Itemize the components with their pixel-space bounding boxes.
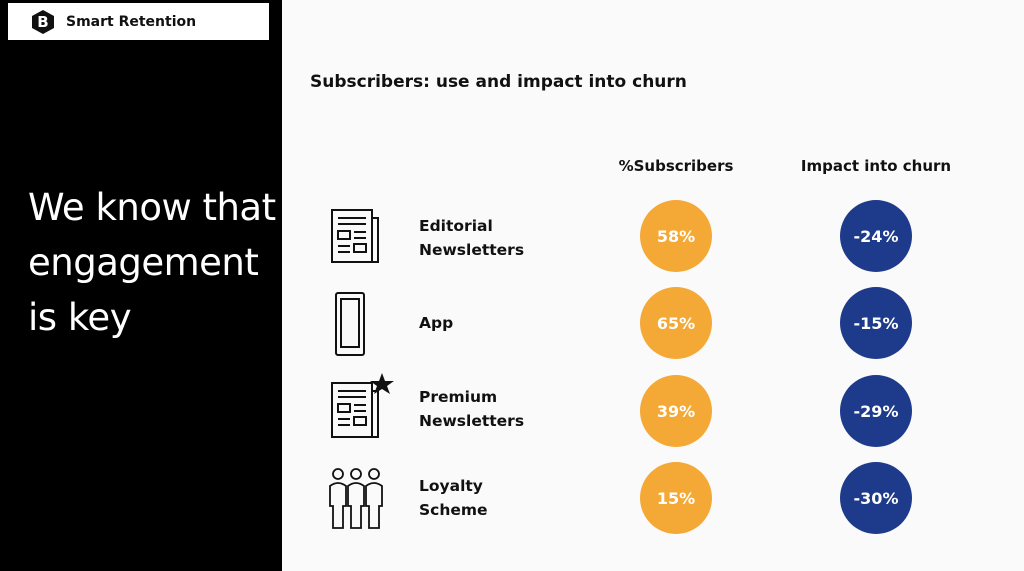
row-premium-newsletters: Premium Newsletters 39% -29% xyxy=(282,373,1024,455)
churn-impact-bubble: -29% xyxy=(840,375,912,447)
subscribers-bubble: 39% xyxy=(640,375,712,447)
row-label: Editorial Newsletters xyxy=(419,217,525,259)
row-label: App xyxy=(419,314,454,332)
brand-name: Smart Retention xyxy=(66,13,197,30)
churn-impact-bubble: -24% xyxy=(840,200,912,272)
row-app: App 65% -15% xyxy=(282,287,1024,367)
row-editorial-newsletters: Editorial Newsletters 58% -24% xyxy=(282,200,1024,280)
column-header-impact: Impact into churn xyxy=(800,157,952,175)
left-panel: B Smart Retention We know that engagemen… xyxy=(0,0,282,571)
churn-impact-bubble: -30% xyxy=(840,462,912,534)
smartphone-icon xyxy=(326,289,382,361)
slide-title: Subscribers: use and impact into churn xyxy=(310,72,687,92)
row-label: Premium Newsletters xyxy=(419,388,525,430)
newspaper-icon xyxy=(326,204,382,276)
brand-badge: B Smart Retention xyxy=(8,3,269,40)
people-group-icon xyxy=(322,466,390,538)
slide-content: Subscribers: use and impact into churn %… xyxy=(282,0,1024,571)
churn-impact-bubble: -15% xyxy=(840,287,912,359)
column-header-subscribers: %Subscribers xyxy=(618,157,734,175)
row-label: Loyalty Scheme xyxy=(419,477,488,519)
premium-newspaper-icon xyxy=(326,371,394,443)
row-loyalty-scheme: Loyalty Scheme 15% -30% xyxy=(282,462,1024,542)
subscribers-bubble: 15% xyxy=(640,462,712,534)
subscribers-bubble: 65% xyxy=(640,287,712,359)
brand-logo-icon: B xyxy=(30,9,56,35)
headline: We know that engagement is key xyxy=(28,186,276,339)
subscribers-bubble: 58% xyxy=(640,200,712,272)
